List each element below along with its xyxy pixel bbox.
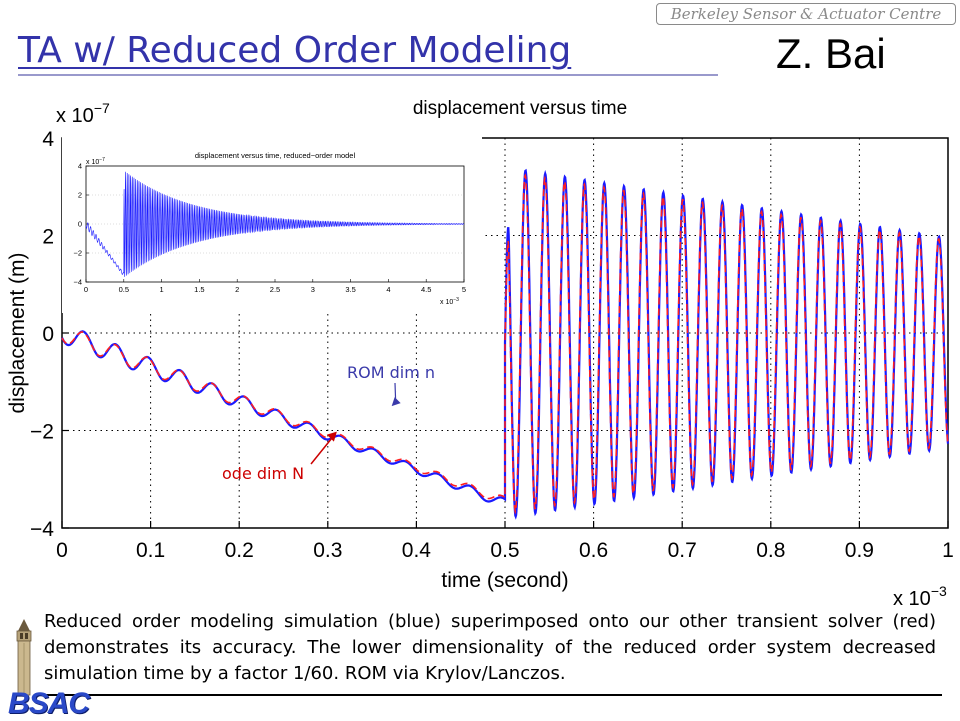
chart-title: displacement versus time bbox=[413, 98, 627, 119]
y-tick-label: −2 bbox=[30, 421, 54, 444]
inset-y-tick-label: 0 bbox=[78, 220, 82, 229]
x-tick-label: 0.8 bbox=[756, 539, 785, 562]
main-ticks: 0 0.1 0.2 0.3 0.4 0.5 0.6 0.7 0.8 0.9 1 −4 −2 0 2 4 bbox=[30, 128, 954, 562]
inset-x-tick-label: 0.5 bbox=[119, 285, 129, 294]
inset-x-tick-label: 3 bbox=[311, 285, 315, 294]
annotation-ode-arrowhead bbox=[326, 431, 337, 442]
bsac-banner: Berkeley Sensor & Actuator Centre bbox=[656, 3, 956, 25]
inset-y-multiplier-base: x 10 bbox=[86, 159, 99, 166]
inset-x-tick-label: 1 bbox=[160, 285, 164, 294]
inset-x-tick-label: 4.5 bbox=[421, 285, 431, 294]
x-tick-label: 0 bbox=[56, 539, 68, 562]
inset-rom-series-line bbox=[85, 171, 465, 277]
title-underline bbox=[18, 74, 718, 76]
annotation-rom-arrowhead bbox=[391, 397, 401, 407]
inset-y-multiplier-exponent: −7 bbox=[99, 157, 105, 163]
x-multiplier-exponent: −3 bbox=[931, 583, 947, 599]
ode-series-line bbox=[61, 173, 949, 515]
x-tick-label: 0.4 bbox=[402, 539, 432, 562]
inset-y-tick-label: 2 bbox=[78, 191, 82, 200]
inset-x-tick-label: 2.5 bbox=[270, 285, 280, 294]
inset-x-tick-label: 1.5 bbox=[194, 285, 204, 294]
x-tick-label: 0.6 bbox=[579, 539, 608, 562]
x-tick-label: 0.9 bbox=[845, 539, 874, 562]
main-series bbox=[61, 168, 950, 520]
x-axis-label: time (second) bbox=[441, 569, 568, 592]
x-tick-label: 0.7 bbox=[668, 539, 697, 562]
inset-x-tick-label: 0 bbox=[84, 285, 88, 294]
y-axis-label: displacement (m) bbox=[6, 252, 29, 413]
annotations: ROM dim n ode dim N bbox=[222, 363, 435, 483]
inset-x-tick-label: 2 bbox=[235, 285, 239, 294]
slide-caption: Reduced order modeling simulation (blue)… bbox=[44, 611, 936, 684]
bsac-logo-text: BSAC bbox=[8, 687, 90, 720]
inset-x-multiplier-base: x 10 bbox=[440, 299, 453, 306]
inset-y-multiplier-label: x 10−7 bbox=[86, 157, 105, 166]
x-tick-label: 0.2 bbox=[225, 539, 254, 562]
inset-chart: 0 0.5 1 1.5 2 2.5 3 3.5 4 4.5 5 −4 −2 0 2 4 displacemen… bbox=[62, 133, 482, 313]
inset-x-tick-label: 5 bbox=[462, 285, 466, 294]
campanile-tower-icon bbox=[16, 619, 32, 696]
x-multiplier-label: x 10−3 bbox=[893, 583, 947, 606]
y-tick-label: 0 bbox=[42, 323, 54, 346]
inset-x-multiplier-exponent: −3 bbox=[453, 297, 459, 303]
main-labels: displacement versus time time (second) d… bbox=[6, 98, 947, 606]
inset-y-tick-label: −2 bbox=[73, 249, 82, 258]
y-multiplier-label: x 10−7 bbox=[56, 100, 110, 127]
inset-y-tick-label: 4 bbox=[78, 162, 82, 171]
x-tick-label: 0.1 bbox=[136, 539, 165, 562]
x-multiplier-base: x 10 bbox=[893, 588, 931, 606]
caption-underline bbox=[44, 694, 942, 696]
inset-series bbox=[85, 171, 465, 277]
inset-y-tick-label: −4 bbox=[73, 278, 82, 287]
x-tick-label: 1 bbox=[942, 539, 954, 562]
inset-x-tick-label: 3.5 bbox=[345, 285, 355, 294]
inset-x-multiplier-label: x 10−3 bbox=[440, 297, 459, 306]
inset-x-tick-label: 4 bbox=[386, 285, 390, 294]
annotation-ode-label: ode dim N bbox=[222, 464, 304, 483]
bsac-logo: BSAC bbox=[0, 615, 112, 720]
annotation-ode-arrow bbox=[310, 435, 335, 465]
y-multiplier-base: x 10 bbox=[56, 105, 94, 127]
y-multiplier-exponent: −7 bbox=[94, 100, 110, 116]
x-tick-label: 0.5 bbox=[490, 539, 519, 562]
inset-chart-title: displacement versus time, reduced−order … bbox=[195, 151, 356, 160]
displacement-chart: 0 0.1 0.2 0.3 0.4 0.5 0.6 0.7 0.8 0.9 1 −4 −2 0 2 4 dis… bbox=[6, 98, 954, 606]
x-tick-label: 0.3 bbox=[313, 539, 342, 562]
y-tick-label: 4 bbox=[42, 128, 54, 151]
inset-ticks: 0 0.5 1 1.5 2 2.5 3 3.5 4 4.5 5 −4 −2 0 2 4 bbox=[73, 162, 466, 295]
author-name: Z. Bai bbox=[776, 30, 886, 77]
y-tick-label: −4 bbox=[30, 518, 54, 541]
slide-title: TA w/ Reduced Order Modeling bbox=[18, 30, 572, 71]
annotation-rom-label: ROM dim n bbox=[347, 363, 435, 382]
y-tick-label: 2 bbox=[42, 226, 54, 249]
